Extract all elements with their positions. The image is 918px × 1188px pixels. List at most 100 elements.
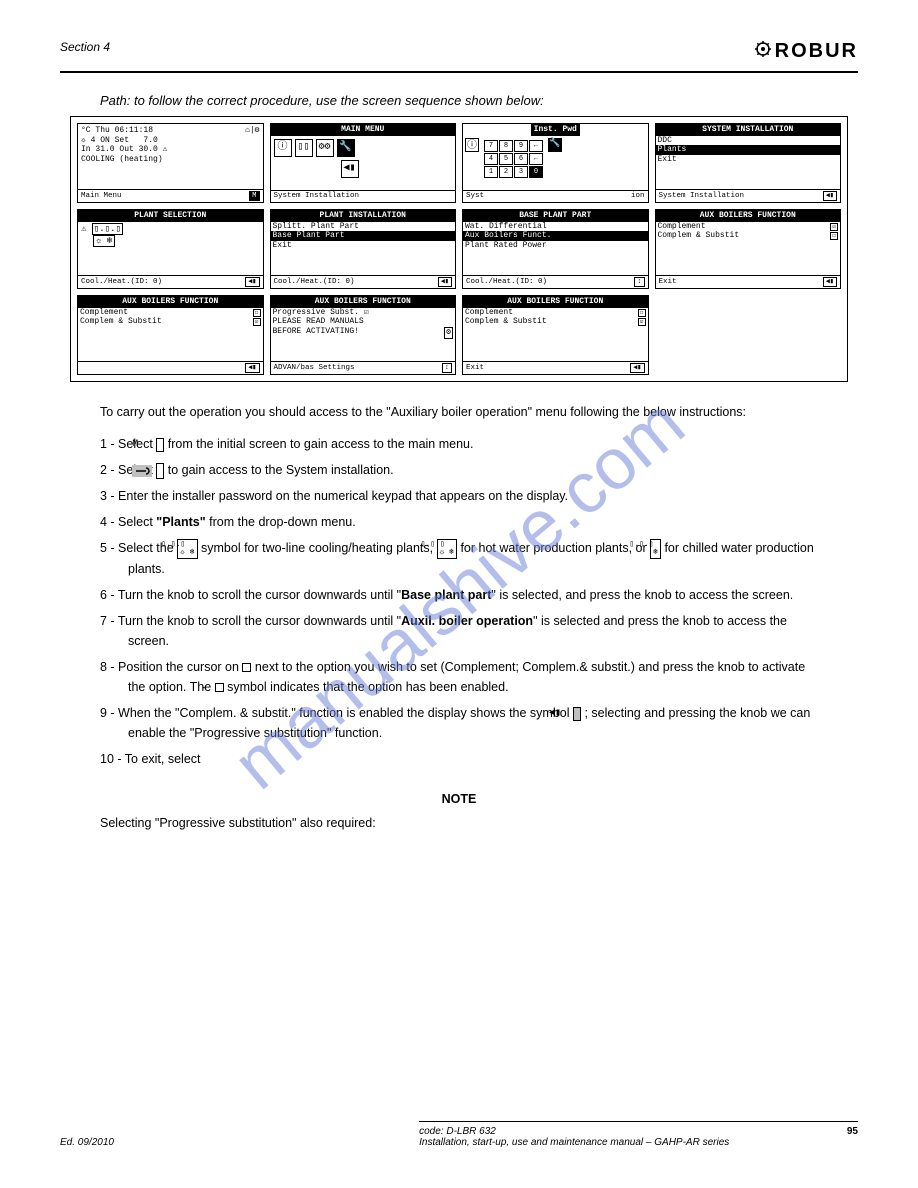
key: 3 bbox=[514, 166, 528, 178]
lcd-screen-aux-boilers-4: AUX BOILERS FUNCTION Complement☐ Complem… bbox=[462, 295, 649, 375]
list-item: Complem & Substit☑ bbox=[78, 317, 263, 327]
page-footer: Ed. 09/2010 code: D-LBR 632 Installation… bbox=[60, 1121, 858, 1148]
exit-icon: ◀▮ bbox=[823, 191, 837, 201]
lcd-title: AUX BOILERS FUNCTION bbox=[271, 296, 456, 308]
lcd-title: PLANT SELECTION bbox=[78, 210, 263, 222]
section-title: Path: to follow the correct procedure, u… bbox=[100, 93, 858, 108]
list-item: Complement☐ bbox=[463, 308, 648, 318]
list-item: PLEASE READ MANUALS bbox=[271, 317, 456, 327]
back-icon: ◀▮ bbox=[341, 160, 359, 178]
gear-icon: ⚙⚙ bbox=[316, 139, 334, 157]
lcd-text: In 31.0 Out 30.0 ⚠ bbox=[81, 145, 260, 155]
key: ← bbox=[529, 140, 543, 152]
lcd-title: AUX BOILERS FUNCTION bbox=[78, 296, 263, 308]
note-body: Selecting "Progressive substitution" als… bbox=[100, 813, 818, 833]
settings-button-icon: ◀▮ bbox=[573, 707, 581, 721]
step-7: 7 - Turn the knob to scroll the cursor d… bbox=[100, 611, 818, 651]
exit-icon: ◀▮ bbox=[823, 277, 837, 287]
lcd-screen-aux-boilers-3: AUX BOILERS FUNCTION Progressive Subst. … bbox=[270, 295, 457, 375]
list-item: Plant Rated Power bbox=[463, 241, 648, 251]
chilled-water-plant-icon: ▯.▯.▯❄ bbox=[650, 539, 661, 559]
lcd-footer: Cool./Heat.(ID: 0) ◀▮ bbox=[78, 275, 263, 288]
lcd-footer: Syst ion bbox=[463, 190, 648, 202]
lcd-footer: Cool./Heat.(ID: 0) ↕ bbox=[463, 275, 648, 288]
hot-water-plant-icon: ▯.▯.▯☼ ❄ bbox=[437, 539, 457, 559]
step-3: 3 - Enter the installer password on the … bbox=[100, 486, 818, 506]
checkbox-icon: ☐ bbox=[830, 232, 838, 240]
key: 0 bbox=[529, 166, 543, 178]
footer-code: code: D-LBR 632 bbox=[419, 1126, 496, 1137]
step-6: 6 - Turn the knob to scroll the cursor d… bbox=[100, 585, 818, 605]
step-10: 10 - To exit, select bbox=[100, 749, 818, 769]
lcd-screen-main-menu: MAIN MENU ⓘ ▯▯ ⚙⚙ 🔧 ◀▮ System Installati… bbox=[270, 123, 457, 203]
lcd-title: Inst. Pwd bbox=[531, 124, 580, 136]
checkbox-icon: ☐ bbox=[253, 309, 261, 317]
key: ← bbox=[529, 153, 543, 165]
list-item: Aux Boilers Funct. bbox=[463, 231, 648, 241]
list-item: Complem & Substit☐ bbox=[656, 231, 841, 241]
list-item: BEFORE ACTIVATING! ⚙ bbox=[271, 327, 456, 337]
list-item: DDC bbox=[656, 136, 841, 146]
lcd-title: MAIN MENU bbox=[271, 124, 456, 136]
instructions: To carry out the operation you should ac… bbox=[100, 402, 818, 833]
key: 6 bbox=[514, 153, 528, 165]
info-icon: ⓘ bbox=[465, 138, 479, 152]
key: 8 bbox=[499, 140, 513, 152]
list-item: Complem & Substit☑ bbox=[463, 317, 648, 327]
note-title: NOTE bbox=[100, 789, 818, 809]
list-item: Wat. Differential bbox=[463, 222, 648, 232]
menu-icon: M bbox=[249, 191, 259, 201]
lcd-body: ⚠ ▯.▯.▯ ☼ ❄ bbox=[78, 222, 263, 250]
lcd-title: SYSTEM INSTALLATION bbox=[656, 124, 841, 136]
footer-doc: Installation, start-up, use and maintena… bbox=[419, 1137, 729, 1148]
wrench-icon: 🔧 bbox=[337, 139, 355, 157]
lcd-title: AUX BOILERS FUNCTION bbox=[656, 210, 841, 222]
plant-icon: ▯▯ bbox=[295, 139, 313, 157]
key: 9 bbox=[514, 140, 528, 152]
key: 1 bbox=[484, 166, 498, 178]
intro-text: To carry out the operation you should ac… bbox=[100, 402, 818, 422]
checkbox-checked-icon: ✓ bbox=[215, 683, 224, 692]
page-header: Section 4 ROBUR bbox=[60, 40, 858, 73]
footer-page-number: 95 bbox=[847, 1126, 858, 1148]
exit-icon: ◀▮ bbox=[245, 363, 259, 373]
checkbox-icon: ☑ bbox=[638, 318, 646, 326]
list-item: Complement☐ bbox=[78, 308, 263, 318]
lcd-text: °C Thu 06:11:18 ⌂|⚙ bbox=[81, 126, 260, 136]
lcd-screen-base-plant: BASE PLANT PART Wat. Differential Aux Bo… bbox=[462, 209, 649, 289]
gear-icon bbox=[755, 40, 771, 63]
lcd-footer: System Installation bbox=[271, 190, 456, 202]
checkbox-icon: ☑ bbox=[830, 223, 838, 231]
lcd-footer: Exit ◀▮ bbox=[463, 361, 648, 374]
lcd-screen-aux-boilers-2: AUX BOILERS FUNCTION Complement☐ Complem… bbox=[77, 295, 264, 375]
footer-left: Ed. 09/2010 bbox=[60, 1137, 114, 1148]
wrench-icon: 🔧 bbox=[548, 138, 562, 152]
lcd-footer: Cool./Heat.(ID: 0) ◀▮ bbox=[271, 275, 456, 288]
exit-icon: ◀▮ bbox=[245, 277, 259, 287]
list-item: Base Plant Part bbox=[271, 231, 456, 241]
key: 7 bbox=[484, 140, 498, 152]
list-item: Exit bbox=[656, 155, 841, 165]
lcd-text: COOLING (heating) bbox=[81, 155, 260, 165]
step-9: 9 - When the "Complem. & substit." funct… bbox=[100, 703, 818, 743]
lcd-footer: Exit ◀▮ bbox=[656, 275, 841, 288]
lcd-footer: ◀▮ bbox=[78, 361, 263, 374]
step-5: 5 - Select the ▯.▯.▯☼ ❄ symbol for two-l… bbox=[100, 538, 818, 579]
lcd-screen-plant-selection: PLANT SELECTION ⚠ ▯.▯.▯ ☼ ❄ Cool./Heat.(… bbox=[77, 209, 264, 289]
step-1: 1 - Select M from the initial screen to … bbox=[100, 434, 818, 454]
step-2: 2 - Select to gain access to the System … bbox=[100, 460, 818, 480]
list-item: Progressive Subst. ☑ bbox=[271, 308, 456, 318]
brand-logo: ROBUR bbox=[755, 40, 858, 62]
list-item: Exit bbox=[271, 241, 456, 251]
lcd-footer: Main Menu M bbox=[78, 189, 263, 202]
lcd-screen-aux-boilers-1: AUX BOILERS FUNCTION Complement☑ Complem… bbox=[655, 209, 842, 289]
keypad: 789← 456← 1230 bbox=[482, 138, 545, 180]
lcd-title: AUX BOILERS FUNCTION bbox=[463, 296, 648, 308]
info-icon: ⓘ bbox=[274, 139, 292, 157]
key: 2 bbox=[499, 166, 513, 178]
section-label: Section 4 bbox=[60, 40, 110, 54]
lcd-footer: System Installation ◀▮ bbox=[656, 189, 841, 202]
two-line-plant-icon: ▯.▯.▯☼ ❄ bbox=[177, 539, 197, 559]
step-8: 8 - Position the cursor on next to the o… bbox=[100, 657, 818, 697]
exit-icon: ◀▮ bbox=[438, 277, 452, 287]
